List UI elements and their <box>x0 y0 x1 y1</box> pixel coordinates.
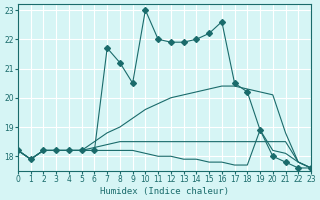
X-axis label: Humidex (Indice chaleur): Humidex (Indice chaleur) <box>100 187 229 196</box>
